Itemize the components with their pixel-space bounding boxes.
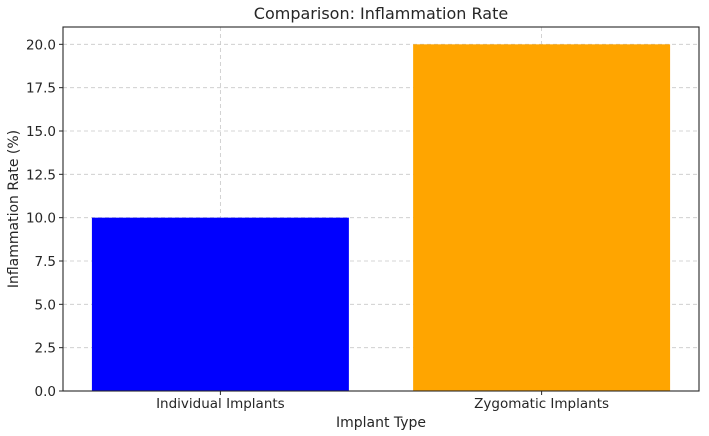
y-tick-label: 10.0 (26, 211, 56, 227)
x-axis-ticks: Individual Implants Zygomatic Implants (156, 391, 609, 412)
x-tick-label: Zygomatic Implants (474, 396, 609, 412)
y-tick-label: 15.0 (26, 124, 56, 140)
y-axis-ticks: 0.0 2.5 5.0 7.5 10.0 12.5 15.0 17.5 20.0 (26, 37, 63, 400)
bar (91, 217, 349, 391)
y-tick-label: 2.5 (35, 341, 56, 357)
bars (91, 44, 671, 391)
x-axis-label: Implant Type (336, 415, 426, 431)
y-axis-label: Inflammation Rate (%) (6, 130, 22, 288)
y-tick-label: 0.0 (35, 384, 56, 400)
y-tick-label: 7.5 (35, 254, 56, 270)
chart-title: Comparison: Inflammation Rate (254, 4, 508, 23)
x-tick-label: Individual Implants (156, 396, 285, 412)
axes (62, 26, 700, 392)
plot-frame (62, 26, 700, 392)
y-tick-label: 12.5 (26, 167, 56, 183)
bar (413, 44, 671, 391)
y-tick-label: 5.0 (35, 297, 56, 313)
y-tick-label: 20.0 (26, 37, 56, 53)
y-tick-label: 17.5 (26, 81, 56, 97)
